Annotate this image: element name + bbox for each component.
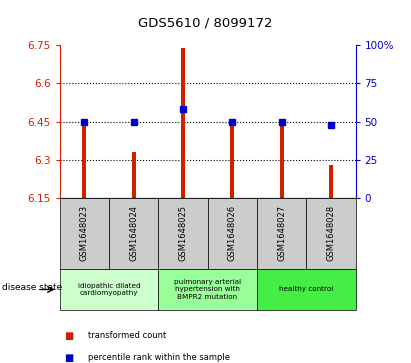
Text: GSM1648024: GSM1648024 [129,205,138,261]
Bar [329,165,333,198]
Bar [279,121,284,198]
Text: GSM1648027: GSM1648027 [277,205,286,261]
Text: GSM1648028: GSM1648028 [326,205,335,261]
Bar [82,122,86,198]
Text: pulmonary arterial
hypertension with
BMPR2 mutation: pulmonary arterial hypertension with BMP… [174,279,241,300]
Text: ■: ■ [64,352,73,363]
Bar [132,152,136,198]
Text: transformed count: transformed count [88,331,166,340]
Text: GSM1648025: GSM1648025 [178,205,187,261]
Text: idiopathic dilated
cardiomyopathy: idiopathic dilated cardiomyopathy [78,283,140,296]
Text: ■: ■ [64,331,73,341]
Text: percentile rank within the sample: percentile rank within the sample [88,353,230,362]
Text: GSM1648023: GSM1648023 [80,205,89,261]
Bar [181,48,185,198]
Text: GDS5610 / 8099172: GDS5610 / 8099172 [138,16,273,29]
Bar [230,124,234,198]
Text: healthy control: healthy control [279,286,333,293]
Text: GSM1648026: GSM1648026 [228,205,237,261]
Text: disease state: disease state [2,283,62,292]
